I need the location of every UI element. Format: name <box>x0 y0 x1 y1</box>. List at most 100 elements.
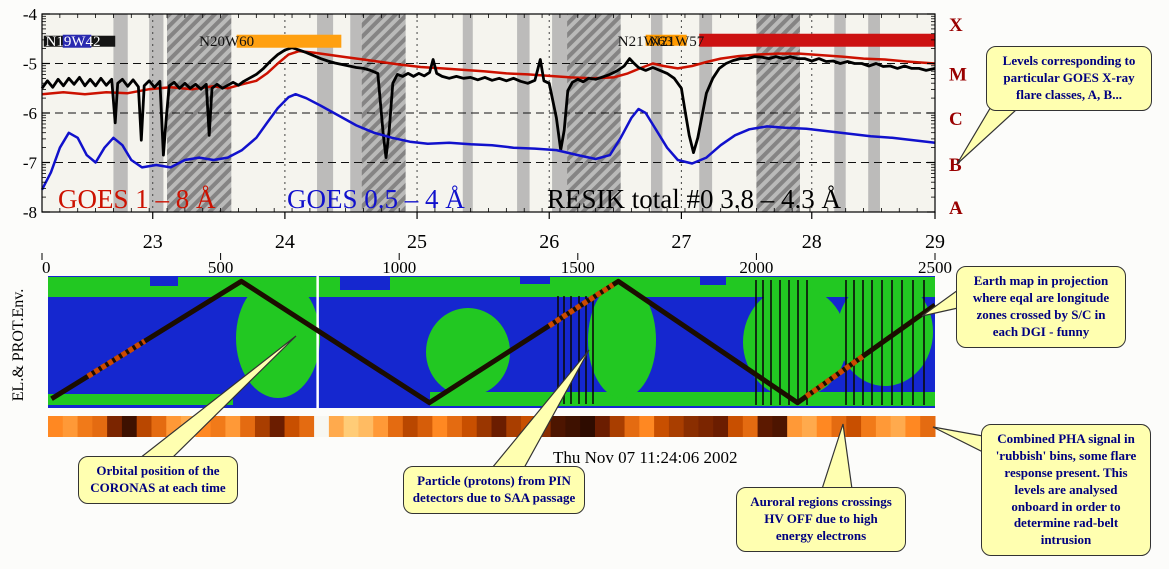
y-tick-label: -5 <box>23 55 37 74</box>
pha-bin <box>77 416 93 437</box>
pha-bin <box>772 416 788 437</box>
callout-saa-protons: Particle (protons) from PIN detectors du… <box>403 466 585 514</box>
activity-interval-bar <box>236 34 342 48</box>
ocean-notch <box>520 277 550 284</box>
landmass <box>588 282 656 398</box>
landmass <box>743 286 847 398</box>
pha-bin <box>698 416 714 437</box>
y-tick-label: -7 <box>23 154 38 173</box>
landmass <box>837 278 933 386</box>
active-region-label: N21W57 <box>649 34 704 50</box>
pha-bin <box>299 416 315 437</box>
saa-crossing-segment <box>547 282 615 329</box>
activity-interval-bar <box>699 33 935 47</box>
pha-bin <box>668 416 685 437</box>
ocean-notch <box>340 277 390 290</box>
pha-bin <box>92 416 108 437</box>
y-tick-label: -4 <box>23 5 38 24</box>
dgi-tick-label: 2500 <box>918 258 952 277</box>
active-region-label: N19W42 <box>46 34 101 50</box>
callout-orbital-position: Orbital position of the CORONAS at each … <box>78 456 238 504</box>
pha-bin <box>846 416 862 437</box>
goes-class-letter: M <box>949 64 967 85</box>
landmass <box>430 392 935 406</box>
orbit-map-panel <box>48 276 937 408</box>
active-region-label: N20W60 <box>199 34 254 50</box>
callout-tail <box>932 426 984 453</box>
saa-crossing-segment <box>86 338 147 379</box>
series-label: GOES 1 – 8 Å <box>58 184 216 214</box>
pha-bin <box>875 416 892 437</box>
day-tick-label: 23 <box>143 231 163 253</box>
callout-auroral-crossings: Auroral regions crossings HV OFF due to … <box>736 487 906 552</box>
pha-bin <box>48 416 64 437</box>
flux-curve-2 <box>40 46 936 159</box>
activity-interval-bar <box>645 34 687 46</box>
map-y-axis-label: EL.& PROT.Env. <box>10 288 27 402</box>
pha-bin <box>358 416 374 437</box>
landmass <box>48 394 233 405</box>
pha-bin <box>787 416 803 437</box>
ocean-notch <box>150 277 178 286</box>
callout-earth-map: Earth map in projection where eqal are l… <box>956 266 1126 348</box>
pha-bin <box>136 416 152 437</box>
pha-bin <box>432 416 448 437</box>
pha-bin <box>476 416 492 437</box>
pha-bin <box>107 416 123 437</box>
callout-goes-classes: Levels corresponding to particular GOES … <box>986 46 1152 111</box>
day-tick-label: 25 <box>407 231 427 253</box>
active-region-label: N21W63 <box>618 34 673 50</box>
saa-crossing-segment <box>804 353 865 399</box>
pha-bin <box>373 416 389 437</box>
pha-bin <box>565 416 581 437</box>
pha-bin <box>742 416 759 437</box>
pha-bin <box>402 416 419 437</box>
pha-bin <box>757 416 773 437</box>
pha-bin <box>343 416 359 437</box>
ocean-notch <box>700 277 726 285</box>
pha-bin <box>314 416 330 437</box>
pha-bin <box>461 416 478 437</box>
dgi-tick-label: 1000 <box>382 258 416 277</box>
pha-bin <box>151 416 167 437</box>
pha-bin <box>609 416 626 437</box>
dgi-tick-label: 0 <box>42 258 51 277</box>
dgi-tick-label: 1500 <box>561 258 595 277</box>
dgi-tick-label: 500 <box>208 258 234 277</box>
day-tick-label: 24 <box>275 231 295 253</box>
callout-tails <box>138 99 1018 490</box>
goes-class-letter: A <box>949 198 963 219</box>
pha-bin <box>801 416 818 437</box>
day-tick-label: 26 <box>539 231 559 253</box>
timestamp: Thu Nov 07 11:24:06 2002 <box>553 448 738 467</box>
pha-bin <box>388 416 404 437</box>
goes-class-letter: X <box>949 15 963 36</box>
pha-bin <box>580 416 596 437</box>
pha-bin <box>254 416 271 437</box>
dgi-tick-label: 2000 <box>739 258 773 277</box>
pha-bin <box>816 416 833 437</box>
pha-bin <box>491 416 507 437</box>
data-gap-band <box>462 14 473 212</box>
pha-bin <box>654 416 670 437</box>
pha-bin <box>594 416 611 437</box>
pha-bin <box>269 416 286 437</box>
pha-bin <box>905 416 921 437</box>
series-label: GOES 0.5 – 4 Å <box>287 184 465 214</box>
pha-bin <box>210 416 226 437</box>
y-tick-label: -6 <box>23 104 37 123</box>
goes-class-letter: C <box>949 109 963 130</box>
pha-bin <box>121 416 138 437</box>
pha-bin <box>861 416 877 437</box>
pha-bin <box>447 416 463 437</box>
pha-bin <box>506 416 522 437</box>
pha-bin <box>639 416 655 437</box>
pha-bin <box>240 416 256 437</box>
y-tick-label: -8 <box>23 203 37 222</box>
pha-bin <box>683 416 699 437</box>
pha-bin <box>728 416 744 437</box>
landmass <box>426 308 510 396</box>
